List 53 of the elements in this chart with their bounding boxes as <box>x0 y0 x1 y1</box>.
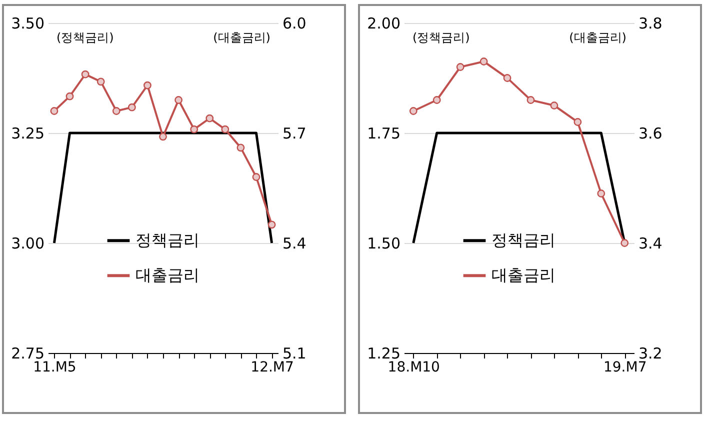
y2-tick-label: 3.2 <box>638 344 662 362</box>
y2-tick-label: 6.0 <box>282 14 306 32</box>
x-tick-label: 11.M5 <box>33 360 76 376</box>
point <box>456 63 464 71</box>
point <box>144 81 152 90</box>
x-tick-label: 19.M7 <box>603 360 647 376</box>
point <box>432 96 441 104</box>
point <box>268 220 276 229</box>
y2-tick-label: 5.7 <box>282 124 306 142</box>
point <box>574 118 582 126</box>
legend-label: 정책금리 <box>136 230 200 250</box>
legend-label: 대출금리 <box>136 266 200 285</box>
x-tick-label: 12.M7 <box>250 360 294 376</box>
y-tick-label: 3.50 <box>11 14 44 32</box>
point <box>409 107 418 115</box>
point <box>597 190 606 198</box>
y-tick-label: 3.00 <box>11 234 44 252</box>
point <box>81 70 90 78</box>
point <box>96 78 105 86</box>
x-tick-label: 18.M10 <box>388 360 440 376</box>
y2-tick-label: 3.6 <box>638 124 662 142</box>
y-tick-label: 2.75 <box>11 344 44 362</box>
point <box>174 96 182 104</box>
y-axis-title: (정책금리) <box>412 30 470 44</box>
point <box>112 107 120 115</box>
point <box>190 125 198 134</box>
point <box>50 107 58 115</box>
point <box>128 103 136 112</box>
y-tick-label: 2.00 <box>367 14 400 32</box>
y2-axis-title: (대출금리) <box>213 30 270 44</box>
point <box>159 132 167 141</box>
point <box>620 239 629 247</box>
y2-tick-label: 5.4 <box>282 234 306 252</box>
point <box>252 173 260 181</box>
point <box>480 58 488 66</box>
y2-tick-label: 5.1 <box>282 344 306 362</box>
y-tick-label: 1.25 <box>367 344 400 362</box>
y2-tick-label: 3.8 <box>638 14 662 32</box>
y2-axis-title: (대출금리) <box>569 30 626 44</box>
y-tick-label: 3.25 <box>11 124 44 142</box>
legend-label: 정책금리 <box>492 230 556 250</box>
point <box>550 102 558 110</box>
point <box>236 144 245 152</box>
point <box>503 74 512 82</box>
point <box>526 96 535 104</box>
point <box>66 92 74 100</box>
y-tick-label: 1.75 <box>367 124 400 142</box>
point <box>221 125 230 134</box>
y-axis-title: (정책금리) <box>56 30 114 44</box>
point <box>206 114 214 122</box>
legend-label: 대출금리 <box>492 266 556 285</box>
y2-tick-label: 3.4 <box>638 234 662 252</box>
y-tick-label: 1.50 <box>367 234 400 252</box>
